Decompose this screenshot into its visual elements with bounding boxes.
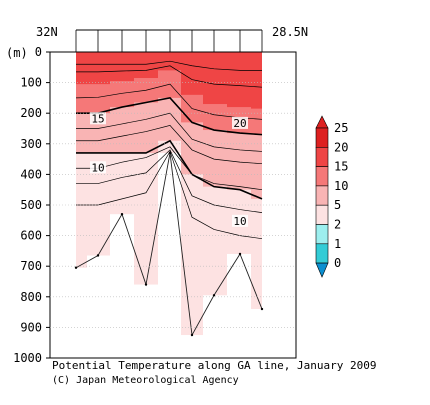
- x-label-left: 32N: [36, 25, 58, 39]
- y-axis-unit: (m): [6, 46, 28, 60]
- contour-bold-0: [76, 97, 263, 136]
- temperature-band-0-col-0: [76, 52, 87, 268]
- station-bottom-marker-3: [144, 283, 148, 286]
- y-tick-label-6: 600: [20, 229, 42, 243]
- y-tick-label-7: 700: [20, 259, 42, 273]
- colorbar-label-0: 25: [334, 121, 348, 135]
- contour-line-7: [76, 150, 263, 240]
- temperature-band-3-col-1: [87, 52, 110, 85]
- contour-line-6: [76, 149, 263, 213]
- station-bottom-marker-6: [212, 294, 216, 297]
- temperature-band-3-col-3: [134, 52, 158, 79]
- station-bottom-marker-4: [168, 151, 172, 155]
- contour-label-3: 10: [233, 215, 246, 228]
- station-bottom-marker-5: [190, 333, 194, 337]
- colorbar-label-4: 5: [334, 198, 341, 212]
- y-tick-label-4: 400: [20, 167, 42, 181]
- contour-field: 15 20 10 10: [74, 52, 264, 337]
- contour-label-2: 10: [91, 161, 104, 174]
- contour-label-bg-3: [232, 214, 248, 227]
- temperature-band-3-col-2: [110, 52, 134, 82]
- y-tick-label-1: 100: [20, 76, 42, 90]
- colorbar-extend-bottom: [315, 262, 329, 278]
- contour-label-bg-1: [232, 116, 248, 129]
- contour-label-bg-0: [90, 112, 106, 125]
- temperature-band-3-col-0: [76, 52, 87, 85]
- contour-line-4: [76, 125, 263, 165]
- y-tick-label-8: 800: [20, 290, 42, 304]
- colorbar-segment-6: [315, 243, 329, 264]
- station-bottom-marker-2: [120, 212, 124, 216]
- chart-caption: Potential Temperature along GA line, Jan…: [52, 359, 377, 372]
- station-bottom-marker-0: [74, 266, 78, 269]
- contour-label-bg-2: [90, 161, 106, 174]
- y-tick-label-5: 500: [20, 198, 42, 212]
- colorbar-label-7: 0: [334, 256, 341, 270]
- y-tick-label-10: 1000: [13, 351, 42, 365]
- colorbar-extend-top: [315, 115, 329, 129]
- contour-line-2: [75, 83, 263, 120]
- colorbar-segment-4: [315, 204, 329, 225]
- contour-line-1: [76, 65, 263, 88]
- axes: 0 100 200 300 400 500 600 700 800 900 1000: [13, 29, 297, 365]
- contour-bold-1: [76, 139, 263, 200]
- station-bottom-marker-8: [260, 307, 264, 311]
- temperature-band-3-col-8: [251, 52, 262, 109]
- colorbar-label-1: 20: [334, 140, 348, 154]
- colorbar-segment-5: [315, 224, 329, 245]
- colorbar-segment-1: [315, 147, 329, 167]
- y-tick-label-3: 300: [20, 137, 42, 151]
- contour-line-0: [76, 60, 262, 71]
- colorbar-label-6: 1: [334, 237, 341, 251]
- station-bottom-marker-1: [96, 254, 100, 257]
- temperature-band-3-col-6: [203, 52, 227, 105]
- colorbar-segment-2: [315, 166, 329, 187]
- temperature-band-3-col-5: [181, 52, 203, 95]
- colorbar-segment-3: [315, 185, 329, 206]
- y-tick-label-2: 200: [20, 106, 42, 120]
- y-tick-label-0: 0: [35, 45, 42, 59]
- contour-label-1: 20: [233, 117, 246, 130]
- chart-credit: (C) Japan Meteorological Agency: [52, 375, 239, 386]
- colorbar-label-2: 15: [334, 160, 348, 174]
- colorbar-segment-0: [315, 127, 329, 148]
- contour-label-0: 15: [91, 112, 104, 125]
- y-tick-label-9: 900: [20, 320, 42, 334]
- colorbar-label-5: 2: [334, 218, 341, 232]
- station-bottom-marker-7: [238, 252, 242, 256]
- temperature-band-3-col-7: [227, 52, 251, 108]
- colorbar-label-3: 10: [334, 179, 348, 193]
- x-label-right: 28.5N: [272, 25, 308, 39]
